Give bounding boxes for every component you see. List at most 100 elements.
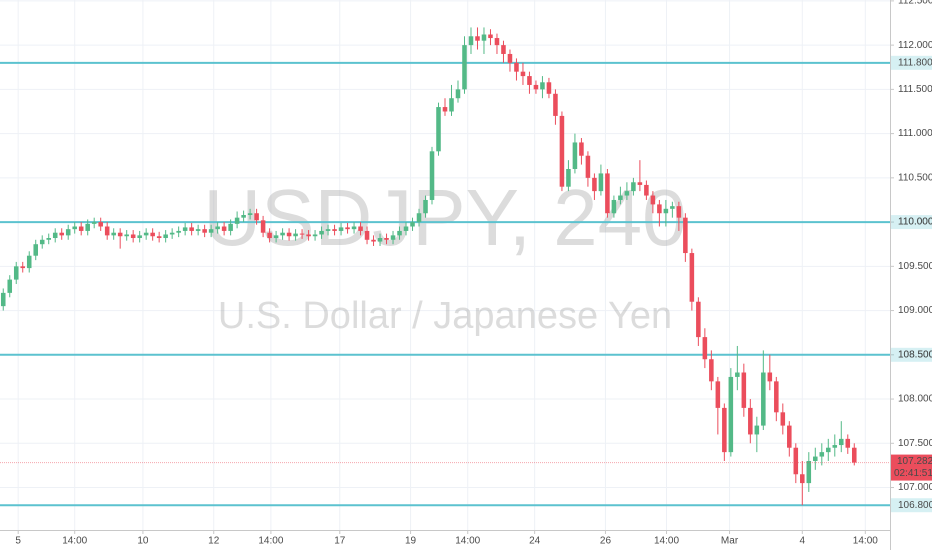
x-tick-label: 19	[405, 536, 417, 547]
candle-body	[241, 215, 246, 218]
y-tick-label: 108.500	[898, 349, 932, 360]
candle-body	[267, 232, 272, 239]
y-tick-label: 112.000	[898, 40, 932, 51]
candle-body	[364, 230, 370, 240]
candle-body	[611, 199, 617, 214]
candle-body	[195, 229, 201, 231]
candle-body	[65, 229, 71, 236]
candle-body	[702, 337, 708, 360]
candle-body	[475, 36, 480, 41]
candle-body	[169, 232, 175, 235]
candle-body	[351, 226, 357, 230]
y-tick-label: 112.500	[898, 0, 932, 7]
candle-body	[104, 226, 110, 236]
candle-body	[832, 445, 838, 448]
x-tick-label: 14:00	[654, 536, 679, 547]
candle-body	[494, 38, 500, 46]
level-label-box	[891, 498, 932, 513]
candle-body	[117, 232, 123, 237]
x-tick-label: 12	[208, 536, 220, 547]
candle-body	[312, 234, 318, 237]
candle-body	[293, 233, 298, 237]
candle-body	[728, 376, 734, 453]
candle-body	[91, 222, 97, 224]
candle-body	[696, 301, 701, 338]
candle-body	[754, 425, 760, 435]
candle-body	[410, 222, 415, 227]
candle-body	[663, 208, 669, 214]
candle-body	[826, 447, 831, 453]
candle-body	[215, 226, 220, 230]
candle-body	[306, 234, 311, 237]
candle-body	[377, 238, 383, 242]
candle-body	[228, 223, 233, 231]
candle-body	[501, 45, 506, 54]
candle-body	[787, 425, 792, 448]
axes: 112.500 112.000 111.500 111.000 110.500 110.0…	[15, 0, 932, 547]
level-label: 108.500	[898, 349, 932, 360]
candle-body	[208, 229, 214, 233]
plot	[0, 27, 890, 507]
candle-body	[462, 45, 467, 90]
candle-body	[299, 233, 305, 235]
candle-body	[514, 62, 519, 72]
candle-body	[436, 107, 441, 152]
x-tick-label: 24	[529, 536, 541, 547]
candle-body	[819, 452, 825, 457]
candle-body	[527, 76, 532, 85]
x-tick-label: 4	[800, 536, 806, 547]
candle-body	[761, 372, 766, 426]
candle-body	[143, 232, 149, 236]
candle-body	[416, 213, 422, 223]
candle-body	[631, 182, 636, 192]
candle-body	[767, 372, 773, 382]
candle-body	[605, 173, 610, 214]
x-tick-label: 14:00	[258, 536, 283, 547]
level-label: 111.800	[898, 57, 932, 68]
candle-body	[98, 222, 103, 227]
level-label-box	[891, 55, 932, 70]
candle-body	[455, 89, 461, 99]
x-tick-label: 14:00	[853, 536, 878, 547]
candle-body	[423, 199, 428, 214]
candle-body	[182, 227, 188, 231]
level-label-box	[891, 215, 932, 230]
y-tick-label: 111.500	[898, 84, 932, 95]
candle-body	[59, 232, 64, 236]
candle-body	[130, 234, 136, 239]
candle-body	[559, 115, 565, 187]
candle-body	[806, 460, 812, 484]
y-tick-label: 108.000	[898, 394, 932, 405]
candle-body	[397, 230, 402, 236]
y-tick-label: 111.000	[898, 128, 932, 139]
candle-body	[566, 168, 571, 187]
candle-body	[390, 235, 396, 240]
candle-body	[637, 182, 643, 185]
candle-body	[46, 238, 51, 240]
candle-body	[722, 407, 727, 453]
level-label-box	[891, 347, 932, 362]
candle-body	[403, 226, 409, 231]
candle-body	[325, 229, 331, 231]
candle-body	[644, 184, 649, 196]
last-price-box	[891, 454, 932, 481]
candle-body	[163, 234, 168, 239]
candle-body	[540, 82, 545, 90]
candle-body	[851, 447, 857, 463]
y-tick-label: 109.000	[898, 305, 932, 316]
x-tick-label: 17	[334, 536, 346, 547]
candle-body	[442, 107, 448, 112]
candle-body	[260, 220, 266, 233]
candle-body	[371, 239, 376, 242]
candle-body	[338, 227, 344, 231]
candle-body	[234, 217, 240, 224]
candle-body	[78, 226, 84, 231]
candle-body	[533, 84, 539, 90]
candle-body	[598, 173, 604, 192]
candle-body	[741, 372, 747, 408]
candle-body	[507, 53, 513, 63]
level-label: 110.000	[898, 217, 932, 228]
candle-body	[176, 230, 181, 233]
candle-body	[689, 253, 695, 302]
